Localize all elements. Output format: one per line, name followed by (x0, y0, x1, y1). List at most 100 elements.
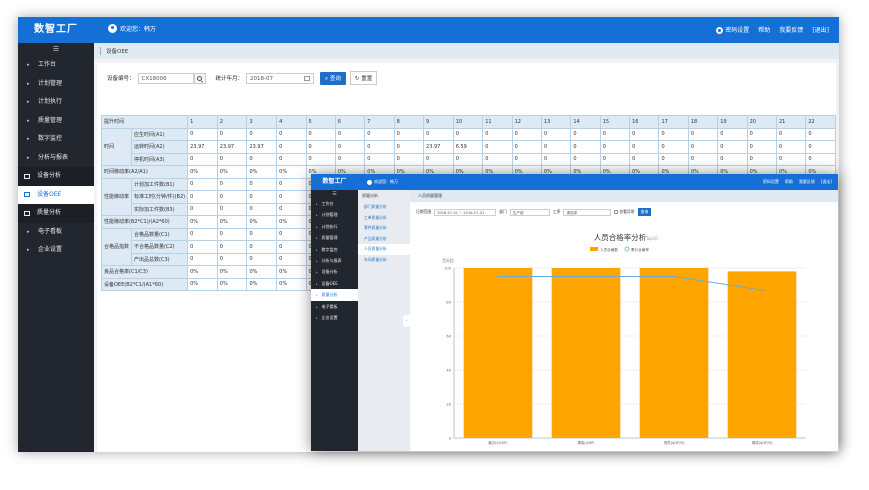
table-cell: 0 (276, 152, 307, 166)
table-cell: 0% (187, 165, 218, 179)
rate-point (673, 275, 675, 278)
table-cell: 0 (629, 127, 660, 141)
table-cell: 0% (246, 265, 278, 279)
submenu-link[interactable]: 零件质量分析 (364, 225, 387, 230)
table-cell: 0 (746, 140, 777, 154)
submenu-link[interactable]: 人员质量分析 (358, 244, 410, 255)
table-cell: 0 (276, 140, 307, 154)
table-cell: 0 (658, 152, 689, 166)
table-cell: 0% (216, 265, 248, 279)
rate-point (761, 289, 763, 291)
logout-link[interactable]: [退出] (812, 27, 829, 34)
reset-button[interactable]: ↻ 重置 (349, 71, 378, 85)
abnormal-checkbox[interactable]: 仅看异常 (614, 209, 635, 215)
collapse-icon[interactable]: ‹ (403, 315, 410, 327)
feedback-link-2[interactable]: 我要反馈 (798, 179, 815, 184)
chevron-right-icon: ▸ (27, 247, 30, 253)
sidebar-item[interactable]: ▸ 计划执行 (18, 93, 94, 112)
legend-swatch-bar (590, 247, 598, 251)
table-cell: 0 (629, 152, 660, 166)
submenu-link[interactable]: 产品质量分析 (364, 235, 387, 241)
sidebar2-item[interactable]: ▸ 质量分析 (311, 289, 358, 301)
chevron-right-icon: ▸ (27, 117, 30, 124)
sidebar-item-label: 计划执行 (38, 98, 63, 105)
table-cell: 0 (246, 177, 278, 191)
row-label: 性能稼动率(B2*C1)/(A2*60) (100, 215, 189, 229)
sidebar2-item[interactable]: ▸ 设备OEE (311, 278, 358, 289)
table-cell: 0 (687, 140, 719, 154)
table-cell: 0 (511, 152, 542, 166)
sidebar-item[interactable]: ▸ 电子看板 (18, 223, 94, 242)
password-settings-link[interactable]: 密码设置 (716, 25, 749, 34)
sidebar2-item[interactable]: ▸ 数字监控 (311, 244, 358, 255)
sidebar-item[interactable]: ▸ 工作台 (18, 56, 94, 75)
sidebar-item[interactable]: ▸ 数字监控 (18, 130, 94, 149)
menu-toggle-icon[interactable]: ☰ (52, 45, 60, 53)
menu-toggle-icon-2[interactable]: ☰ (332, 191, 337, 197)
y-tick-label: 40 (446, 368, 451, 372)
sidebar2-label: 质量管理 (321, 235, 338, 241)
row-label: 应生时间(A1) (131, 127, 189, 141)
sidebar-item[interactable]: ▸ 企业设置 (18, 241, 94, 260)
device-search-button[interactable] (193, 72, 206, 84)
table-cell: 0% (216, 215, 248, 229)
header-cell: 提升时间 (100, 115, 189, 129)
sidebar2-item[interactable]: ▸ 工作台 (311, 198, 358, 209)
query-button-2[interactable]: 查询 (637, 208, 652, 216)
sidebar-item[interactable]: ▸ 质量管理 (18, 112, 94, 131)
chevron-right-icon: ▸ (27, 154, 30, 161)
sidebar2-label: 计划管理 (321, 212, 338, 218)
sidebar2-item[interactable]: ▸ 分析与报表 (311, 255, 358, 266)
sidebar-item[interactable]: ▸ 分析与报表 (18, 149, 94, 168)
device-input[interactable]: CX18006 (137, 72, 194, 84)
logout-link-2[interactable]: [退出] (820, 179, 832, 184)
table-cell: 0 (187, 127, 218, 141)
sidebar2-item[interactable]: ▸ 质量管理 (311, 232, 358, 243)
welcome-text: 欢迎您：韩万 (120, 26, 157, 33)
top-links-2: 密码设置 帮助 我要反馈 [退出] (763, 179, 832, 185)
sidebar-item[interactable]: 质量分析 (18, 204, 94, 223)
table-cell: 0 (511, 140, 542, 154)
sidebar2-item[interactable]: ▸ 企业设置 (311, 312, 358, 323)
date-range-input[interactable]: 2018-07-01 ~ 2018-07-31 (434, 208, 497, 216)
row-label: 停机时间(A3) (131, 152, 189, 166)
sidebar2-item[interactable]: ▸ 设备分析 (311, 266, 358, 277)
table-cell: 0 (246, 152, 278, 166)
submenu-link[interactable]: 工单质量分析 (364, 214, 387, 220)
sidebar-item[interactable]: 设备分析 (18, 167, 94, 186)
row-label: 计划加工件数(B1) (131, 177, 189, 191)
chevron-right-icon: ▸ (316, 315, 318, 320)
feedback-link[interactable]: 我要反馈 (779, 27, 804, 34)
month-input[interactable]: 2018-07 (246, 72, 315, 84)
sidebar-item[interactable]: 设备OEE (18, 185, 94, 204)
table-cell: 0 (246, 252, 278, 266)
sidebar2-item[interactable]: ▸ 电子看板 (311, 301, 358, 312)
table-cell: 0 (746, 152, 777, 166)
sidebar2-item[interactable]: ▸ 计划执行 (311, 221, 358, 232)
submenu-link[interactable]: 车间质量分析 (364, 256, 387, 262)
bar (463, 268, 533, 438)
help-link[interactable]: 帮助 (758, 27, 771, 34)
table-cell: 0 (540, 152, 572, 166)
table-cell: 0 (187, 177, 218, 191)
legend-label: 累计合格率 (631, 247, 649, 252)
day-header: 15 (599, 115, 631, 129)
query-button[interactable]: ⌕ 查询 (320, 71, 346, 85)
submenu-link[interactable]: 部门质量分析 (364, 204, 387, 209)
sidebar2-item[interactable]: ▸ 计划管理 (311, 209, 358, 220)
table-cell: 0 (570, 152, 601, 166)
sidebar-item-label: 分析与报表 (38, 153, 69, 161)
sidebar-item-label: 计划管理 (38, 79, 63, 87)
search-icon: ⌕ (325, 75, 330, 82)
help-link-2[interactable]: 帮助 (784, 179, 793, 184)
sidebar-item[interactable]: ▸ 计划管理 (18, 75, 94, 94)
table-cell: 0 (540, 127, 572, 141)
table-cell: 0 (187, 252, 218, 266)
day-header: 9 (423, 115, 454, 129)
x-tick-label: 韩万(4/10P) (488, 440, 508, 445)
table-cell: 0 (717, 152, 748, 166)
workprocess-select[interactable]: 请选择 (563, 208, 612, 216)
password-settings-link-2[interactable]: 密码设置 (762, 179, 779, 184)
dept-select[interactable]: 生产部 (509, 208, 550, 216)
